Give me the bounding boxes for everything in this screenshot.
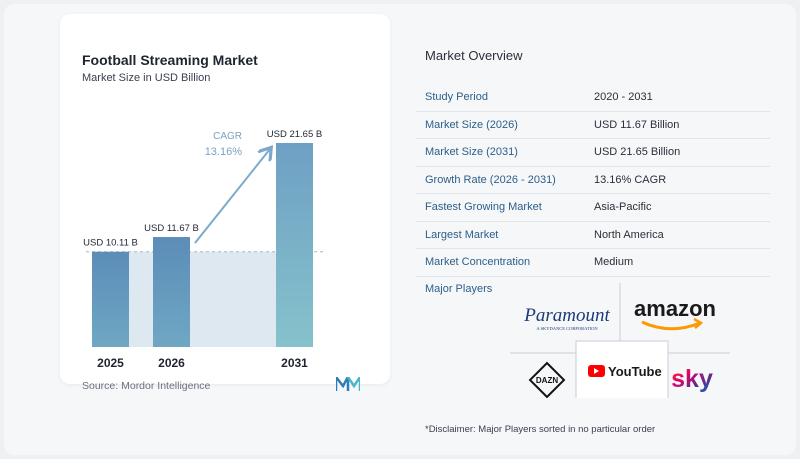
data-label-2031: USD 21.65 B (267, 129, 322, 140)
cagr-label: CAGR (213, 131, 242, 142)
mordor-logo-icon (336, 377, 360, 391)
chart-card: Football Streaming Market Market Size in… (60, 14, 390, 392)
amazon-arrow-icon (693, 317, 704, 329)
overview-row: Market Concentration Medium (416, 249, 770, 277)
bar-2026 (153, 237, 190, 347)
youtube-logo: YouTube (608, 364, 662, 379)
bar-chart: USD 10.11 B 2025 USD 11.67 B 2026 USD 21.65 … (83, 129, 324, 370)
overview-value: Medium (594, 256, 634, 269)
x-tick-2031: 2031 (281, 356, 308, 370)
overview-row: Fastest Growing Market Asia-Pacific (416, 194, 770, 222)
youtube-triangle-icon (594, 368, 599, 374)
overview-row: Largest Market North America (416, 222, 770, 249)
overview-value: Asia-Pacific (594, 201, 652, 214)
major-players-logos: Paramount A SKYDANCE CORPORATION amazon … (510, 283, 730, 398)
bar-2025 (92, 251, 129, 347)
overview-label: Market Concentration (425, 256, 531, 269)
data-label-2026: USD 11.67 B (144, 223, 199, 234)
chart-subtitle: Market Size in USD Billion (82, 72, 211, 84)
overview-value: USD 21.65 Billion (594, 146, 681, 159)
chart-source: Source: Mordor Intelligence (82, 380, 211, 392)
cagr-arrow (194, 149, 270, 244)
overview-row: Study Period 2020 - 2031 (416, 84, 770, 112)
overview-value: 13.16% CAGR (594, 173, 667, 186)
overview-value: North America (594, 228, 664, 241)
overview-title: Market Overview (425, 48, 523, 63)
overview-table: Study Period 2020 - 2031 Market Size (20… (416, 84, 770, 277)
sky-logo: sky (671, 365, 713, 393)
overview-label: Market Size (2031) (425, 146, 518, 159)
overview-label: Study Period (425, 91, 488, 104)
dazn-logo: DAZN (536, 376, 558, 385)
paramount-tagline: A SKYDANCE CORPORATION (536, 326, 598, 331)
overview-label: Largest Market (425, 228, 499, 241)
x-tick-2025: 2025 (97, 356, 124, 370)
cagr-value: 13.16% (205, 146, 243, 158)
overview-value: 2020 - 2031 (594, 91, 653, 104)
major-players-label: Major Players (425, 283, 493, 295)
overview-label: Market Size (2026) (425, 118, 518, 131)
overview-label: Growth Rate (2026 - 2031) (425, 173, 556, 186)
chart-title: Football Streaming Market (82, 52, 258, 68)
x-tick-2026: 2026 (158, 356, 185, 370)
amazon-logo: amazon (634, 296, 716, 321)
overview-value: USD 11.67 Billion (594, 118, 680, 131)
amazon-smile-icon (641, 320, 701, 331)
dazn-frame-icon (528, 361, 566, 398)
paramount-logo: Paramount (523, 305, 610, 326)
disclaimer: *Disclaimer: Major Players sorted in no … (425, 424, 656, 435)
overview-row: Growth Rate (2026 - 2031) 13.16% CAGR (416, 167, 770, 194)
bar-2031 (276, 143, 313, 347)
overview-row: Market Size (2026) USD 11.67 Billion (416, 112, 770, 139)
data-label-2025: USD 10.11 B (83, 238, 138, 249)
overview-label: Fastest Growing Market (425, 201, 542, 214)
overview-row: Market Size (2031) USD 21.65 Billion (416, 139, 770, 167)
